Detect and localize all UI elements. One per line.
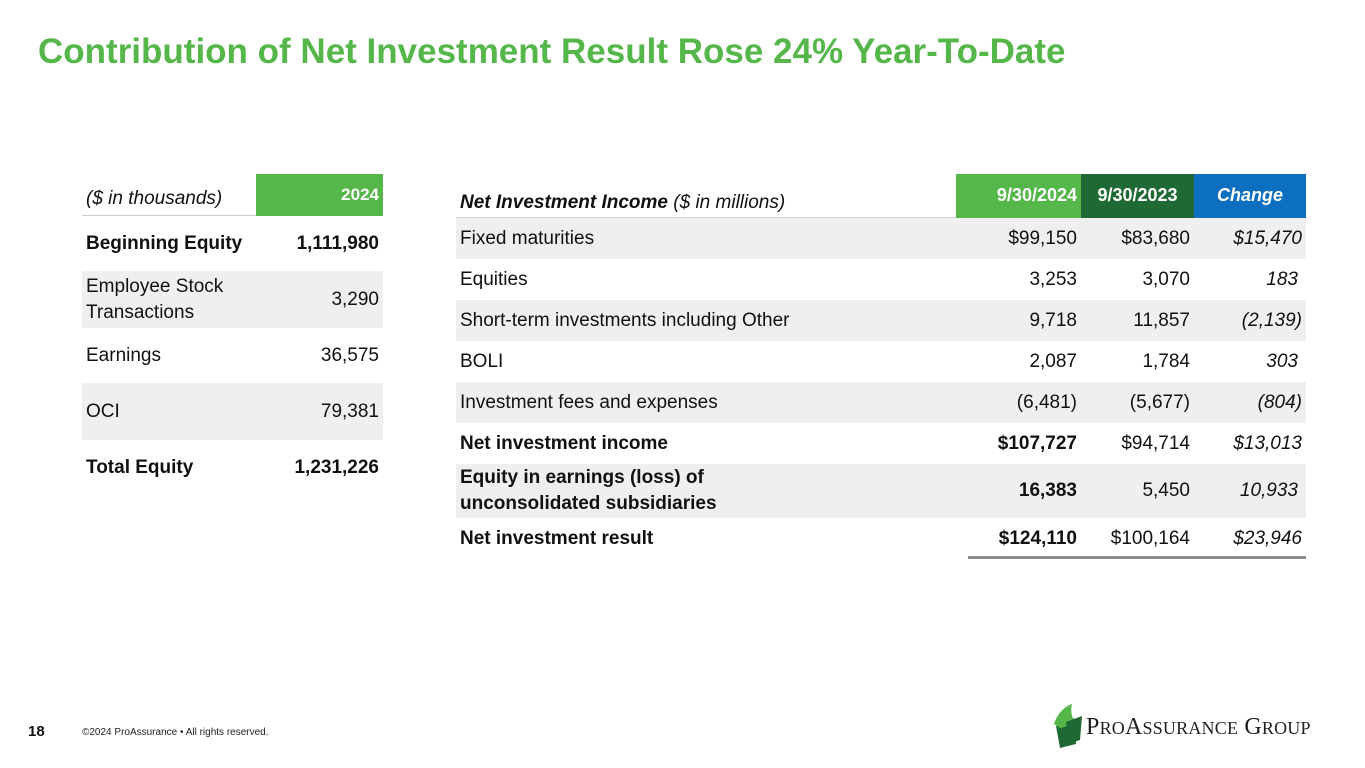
row-label: Short-term investments including Other [460, 309, 790, 331]
equity-table-header: ($ in thousands) 2024 [82, 173, 383, 216]
table-row: Equities 3,253 3,070 183 [456, 259, 1306, 300]
equity-table: ($ in thousands) 2024 Beginning Equity 1… [82, 173, 383, 495]
copyright-text: ©2024 ProAssurance • All rights reserved… [82, 727, 269, 738]
table-row: Total Equity 1,231,226 [82, 440, 383, 495]
page-number: 18 [28, 723, 45, 740]
row-value-2024: $124,110 [998, 527, 1077, 549]
row-value: 36,575 [320, 344, 379, 366]
col-header-2023: 9/30/2023 [1081, 173, 1194, 218]
row-value-2023: 5,450 [1142, 480, 1190, 501]
col-header-2024: 9/30/2024 [956, 173, 1081, 218]
nii-header-rest: ($ in millions) [668, 192, 786, 213]
row-value-2023: $94,714 [1121, 432, 1190, 454]
row-label: Net investment income [460, 432, 668, 454]
table-row: OCI 79,381 [82, 383, 383, 440]
table-row: Net investment income $107,727 $94,714 $… [456, 423, 1306, 464]
row-value-change: 10,933 [1239, 480, 1298, 501]
row-value: 79,381 [320, 400, 379, 422]
row-label: Beginning Equity [86, 232, 243, 254]
row-label: Total Equity [86, 456, 194, 478]
row-value-2024: 16,383 [1018, 480, 1077, 501]
row-value: 1,111,980 [296, 232, 379, 254]
row-value-2023: 3,070 [1142, 268, 1190, 290]
row-label: Investment fees and expenses [460, 391, 718, 413]
row-label: Equities [460, 268, 528, 290]
row-value-2023: (5,677) [1129, 391, 1190, 413]
row-value: 3,290 [331, 288, 379, 310]
row-value-change: $13,013 [1233, 432, 1302, 454]
nii-header-label: Net Investment Income ($ in millions) [456, 192, 956, 217]
table-row: Investment fees and expenses (6,481) (5,… [456, 382, 1306, 423]
row-value-change: $15,470 [1233, 227, 1302, 249]
row-value-change: $23,946 [1233, 527, 1302, 549]
row-label: Equity in earnings (loss) of unconsolida… [460, 467, 717, 514]
row-value-2024: 2,087 [1029, 350, 1077, 372]
row-label: Employee Stock Transactions [86, 275, 224, 323]
table-row: Short-term investments including Other 9… [456, 300, 1306, 341]
row-value-change: (804) [1257, 391, 1302, 413]
row-label: BOLI [460, 350, 504, 372]
table-row: Net investment result $124,110 $100,164 … [456, 518, 1306, 559]
logo-text: PROASSURANCE GROUP [1086, 714, 1311, 740]
row-label: Fixed maturities [460, 227, 595, 249]
total-underline [968, 556, 1306, 559]
table-row: Earnings 36,575 [82, 328, 383, 383]
row-value-change: 183 [1266, 268, 1298, 290]
table-row: Beginning Equity 1,111,980 [82, 216, 383, 271]
equity-header-year: 2024 [256, 173, 383, 216]
net-investment-income-table: Net Investment Income ($ in millions) 9/… [456, 173, 1306, 559]
row-value-2023: 1,784 [1142, 350, 1190, 372]
equity-header-label: ($ in thousands) [86, 188, 223, 209]
row-value-change: (2,139) [1241, 309, 1302, 331]
row-value-2024: (6,481) [1016, 391, 1077, 413]
nii-header-bold: Net Investment Income [460, 192, 668, 213]
table-row: Employee Stock Transactions 3,290 [82, 271, 383, 328]
row-label: Earnings [86, 344, 161, 366]
row-value: 1,231,226 [294, 456, 379, 478]
row-value-2024: $107,727 [997, 432, 1077, 454]
row-label: Net investment result [460, 527, 654, 549]
row-value-2023: $83,680 [1121, 227, 1190, 249]
proassurance-leaf-icon [1054, 704, 1082, 748]
row-value-2024: 3,253 [1029, 268, 1077, 290]
row-value-2024: 9,718 [1029, 309, 1077, 331]
table-row: Fixed maturities $99,150 $83,680 $15,470 [456, 218, 1306, 259]
page-title: Contribution of Net Investment Result Ro… [38, 32, 1066, 71]
row-value-change: 303 [1266, 350, 1298, 372]
table-row: BOLI 2,087 1,784 303 [456, 341, 1306, 382]
row-value-2023: $100,164 [1110, 527, 1190, 549]
row-value-2024: $99,150 [1008, 227, 1077, 249]
col-header-change: Change [1194, 173, 1306, 218]
nii-table-header: Net Investment Income ($ in millions) 9/… [456, 173, 1306, 218]
row-label: OCI [86, 400, 120, 422]
table-row: Equity in earnings (loss) of unconsolida… [456, 464, 1306, 518]
row-value-2023: 11,857 [1133, 309, 1190, 331]
